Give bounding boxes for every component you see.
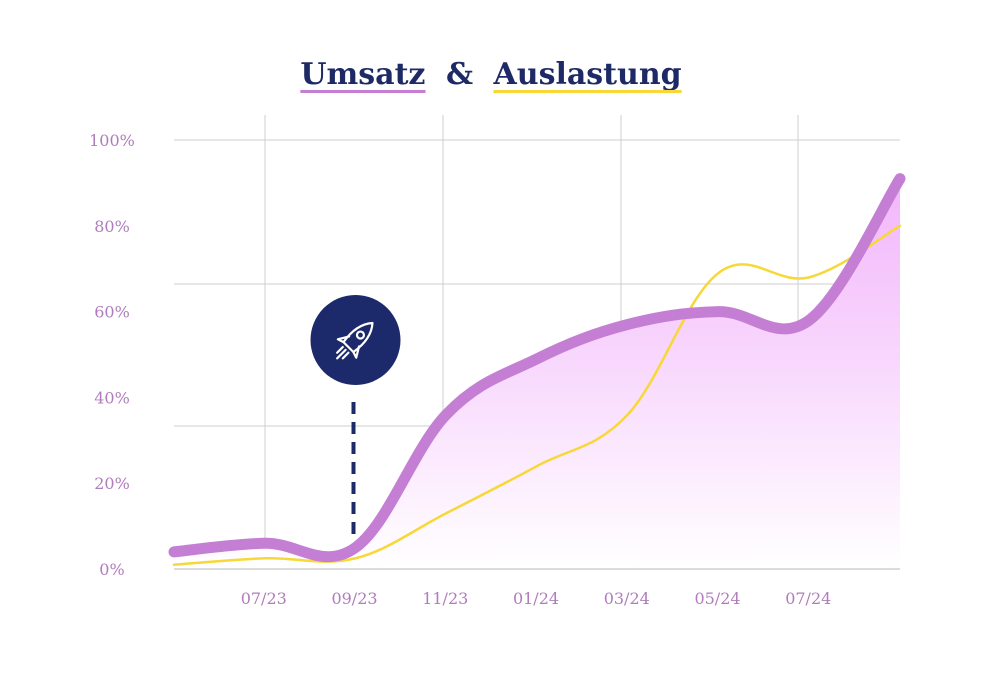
title-underline-auslastung	[493, 90, 682, 93]
axes: 0% 20% 40% 60% 80% 100% 07/23 09/23 11/23 01/24 03…	[89, 131, 900, 608]
rocket-icon	[336, 321, 374, 360]
title-auslastung: Auslastung	[492, 57, 681, 92]
x-tick-label: 03/24	[604, 589, 650, 608]
rocket-badge	[310, 295, 401, 385]
y-tick-label: 60%	[94, 303, 130, 322]
y-tick-label: 20%	[94, 474, 130, 493]
x-tick-label: 09/23	[331, 589, 377, 608]
x-tick-label: 01/24	[513, 589, 559, 608]
umsatz-area-fill	[174, 178, 900, 570]
series-lines	[168, 173, 906, 566]
rocket-badge-circle	[310, 295, 401, 385]
x-tick-label: 07/24	[785, 589, 831, 608]
umsatz-area	[174, 178, 900, 570]
auslastung-line	[172, 224, 902, 566]
title-ampersand: &	[446, 57, 473, 92]
y-tick-label: 80%	[94, 217, 130, 236]
x-tick-label: 07/23	[241, 589, 287, 608]
y-tick-label: 100%	[89, 131, 135, 150]
title-underline-umsatz	[300, 90, 426, 93]
x-tick-label: 05/24	[694, 589, 740, 608]
x-tick-label: 11/23	[422, 589, 468, 608]
title-umsatz: Umsatz	[300, 57, 425, 92]
umsatz-line	[168, 173, 906, 563]
y-tick-label: 0%	[99, 560, 124, 579]
y-tick-label: 40%	[94, 388, 130, 407]
launch-annotation	[310, 295, 401, 534]
chart-title: Umsatz & Auslastung	[300, 57, 681, 92]
